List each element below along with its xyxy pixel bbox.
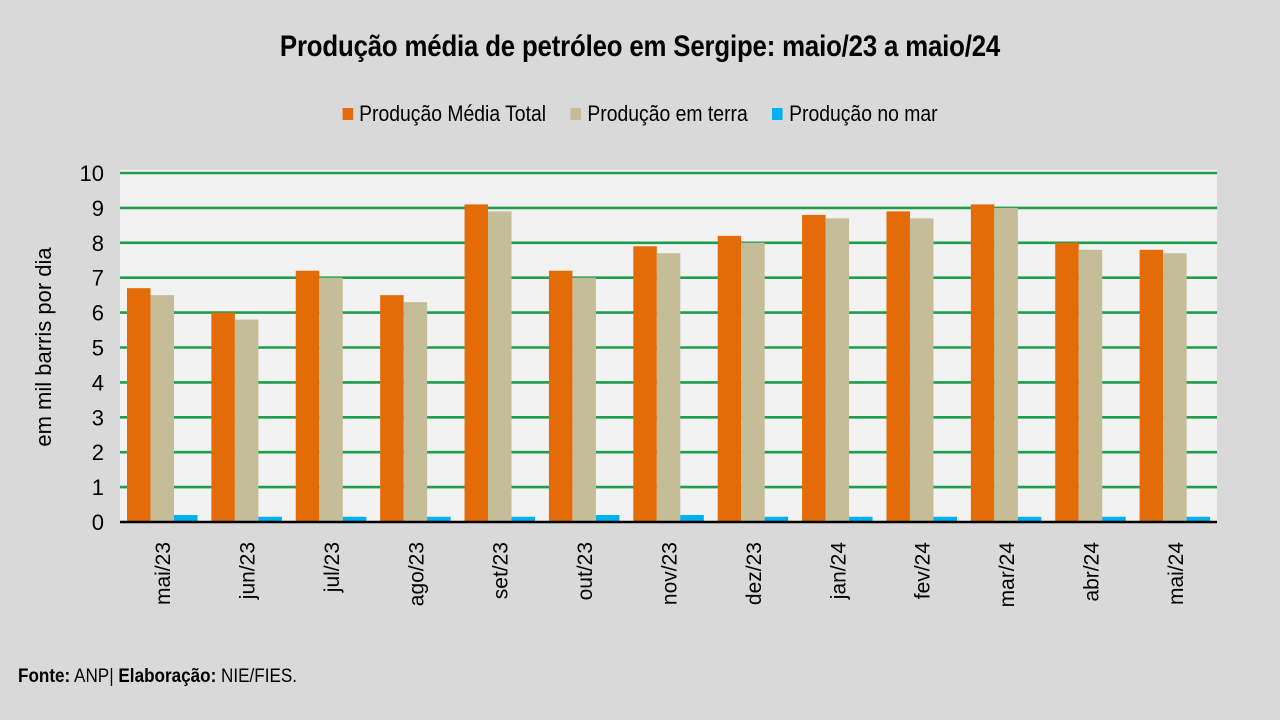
- bar-1-7: [741, 242, 765, 523]
- bar-1-12: [1163, 253, 1187, 522]
- y-tick-label: 0: [92, 510, 104, 535]
- bar-2-9: [933, 516, 957, 522]
- bar-0-10: [970, 204, 995, 522]
- bar-2-7: [764, 516, 789, 522]
- bar-1-10: [994, 207, 1018, 522]
- bar-2-3: [427, 516, 451, 522]
- bar-0-8: [802, 214, 826, 522]
- bar-0-0: [127, 288, 151, 522]
- y-tick-label: 4: [92, 370, 104, 395]
- legend: Produção Média Total Produção em terra P…: [77, 101, 1203, 127]
- chart-title: Produção média de petróleo em Sergipe: m…: [279, 30, 1001, 63]
- y-tick-label: 3: [92, 405, 104, 430]
- x-tick-label: dez/23: [743, 542, 766, 605]
- bar-2-10: [1017, 516, 1042, 522]
- bar-1-2: [319, 277, 343, 522]
- x-tick-label: jun/23: [237, 542, 260, 600]
- bar-1-0: [150, 295, 174, 522]
- bar-2-8: [849, 516, 873, 522]
- legend-label-terra: Produção em terra: [587, 101, 748, 126]
- y-tick-label: 7: [92, 266, 104, 291]
- x-tick-label: mai/23: [152, 542, 175, 605]
- bar-1-1: [234, 319, 259, 522]
- y-tick-label: 5: [92, 336, 104, 361]
- legend-item-total: Produção Média Total: [342, 101, 546, 127]
- bar-2-1: [258, 516, 282, 522]
- bar-2-2: [342, 516, 367, 522]
- y-tick-label: 10: [80, 161, 104, 186]
- legend-swatch-mar: [772, 108, 783, 120]
- x-tick-label: mai/24: [1165, 542, 1188, 605]
- y-tick-label: 2: [92, 440, 104, 465]
- legend-item-mar: Produção no mar: [772, 101, 938, 127]
- bar-1-3: [403, 302, 428, 522]
- x-tick-label: jul/23: [321, 542, 344, 593]
- bar-2-5: [595, 515, 620, 522]
- bar-0-2: [295, 270, 320, 522]
- bar-1-8: [825, 218, 850, 522]
- footer: Fonte: ANP| Elaboração: NIE/FIES.: [18, 666, 297, 688]
- y-tick-label: 9: [92, 196, 104, 221]
- x-tick-label: mar/24: [996, 542, 1019, 608]
- legend-label-total: Produção Média Total: [359, 101, 547, 126]
- bar-0-1: [211, 312, 235, 522]
- bar-0-11: [1055, 242, 1079, 523]
- footer-credit-label: Elaboração:: [118, 666, 217, 687]
- bar-0-9: [886, 211, 910, 522]
- y-tick-label: 6: [92, 301, 104, 326]
- bar-1-6: [656, 253, 681, 522]
- footer-source-value: ANP|: [70, 666, 119, 687]
- bar-2-4: [511, 516, 536, 522]
- legend-swatch-terra: [570, 108, 582, 120]
- bar-0-6: [633, 246, 657, 523]
- bar-0-12: [1139, 249, 1164, 522]
- bar-2-6: [680, 515, 704, 522]
- bar-2-11: [1102, 516, 1126, 522]
- x-tick-label: out/23: [574, 542, 597, 600]
- bar-0-3: [380, 295, 404, 522]
- bar-1-4: [488, 211, 512, 522]
- footer-source-label: Fonte:: [18, 666, 71, 687]
- bar-1-11: [1078, 249, 1103, 522]
- bar-2-0: [174, 515, 198, 522]
- bar-0-4: [464, 204, 489, 522]
- bar-0-5: [548, 270, 573, 522]
- y-tick-label: 8: [92, 231, 104, 256]
- legend-item-terra: Produção em terra: [570, 101, 748, 127]
- x-tick-label: abr/24: [1080, 542, 1103, 602]
- x-tick-label: ago/23: [405, 542, 428, 606]
- x-tick-label: nov/23: [659, 542, 682, 605]
- legend-swatch-total: [342, 108, 353, 120]
- bar-2-12: [1186, 516, 1211, 522]
- footer-credit-value: NIE/FIES.: [216, 666, 298, 687]
- bar-0-7: [717, 235, 742, 522]
- legend-label-mar: Produção no mar: [789, 101, 938, 126]
- x-tick-label: set/23: [490, 542, 513, 599]
- x-tick-label: fev/24: [912, 542, 935, 600]
- x-tick-label: jan/24: [827, 542, 850, 601]
- bar-1-9: [909, 218, 934, 522]
- bar-1-5: [572, 277, 596, 522]
- y-tick-label: 1: [92, 475, 104, 500]
